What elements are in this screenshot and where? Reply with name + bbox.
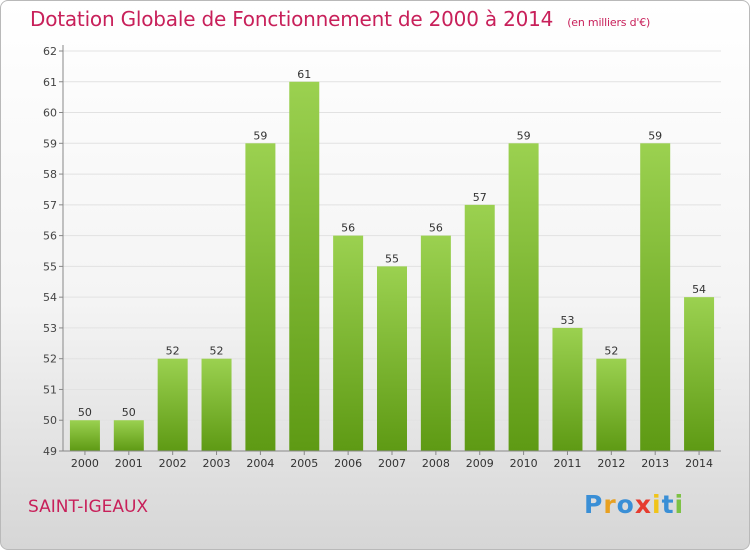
bar-value-label: 59 [517,129,531,142]
bar [289,81,320,452]
bar-value-label: 59 [253,129,267,142]
logo-letter: t [661,490,675,519]
bar [684,297,715,451]
bar [552,327,583,451]
logo-letter: r [603,490,617,519]
bar-value-label: 54 [692,283,706,296]
bar [640,143,671,452]
x-tick-label: 2011 [553,457,581,470]
bar-value-label: 61 [297,68,311,81]
bar-value-label: 52 [166,345,180,358]
logo-letter: o [616,490,635,519]
bar-value-label: 52 [604,345,618,358]
y-tick-label: 56 [43,230,57,243]
bar-value-label: 55 [385,252,399,265]
labels: 49 50 51 52 53 54 55 56 57 58 59 60 61 62 50 2000 50 2001… [43,45,713,470]
y-tick-label: 54 [43,291,57,304]
bar-value-label: 52 [210,345,224,358]
x-tick-label: 2007 [378,457,406,470]
bar [157,358,188,451]
bar-value-label: 56 [429,222,443,235]
y-tick-label: 61 [43,76,57,89]
x-tick-label: 2005 [290,457,318,470]
x-tick-label: 2012 [597,457,625,470]
x-tick-label: 2010 [510,457,538,470]
x-tick-label: 2014 [685,457,713,470]
bar [420,235,451,451]
bar [201,358,232,451]
y-tick-label: 51 [43,383,57,396]
x-tick-label: 2004 [246,457,274,470]
bar-value-label: 53 [560,314,574,327]
y-tick-label: 50 [43,414,57,427]
y-tick-label: 58 [43,168,57,181]
y-tick-label: 59 [43,137,57,150]
bar [508,143,539,452]
bar [333,235,364,451]
chart-subtitle: (en milliers d'€) [567,16,651,29]
bar [464,204,495,451]
x-tick-label: 2009 [466,457,494,470]
bar-value-label: 57 [473,191,487,204]
chart-title: Dotation Globale de Fonctionnement de 20… [30,7,651,31]
logo-letter: P [584,490,604,519]
x-tick-label: 2001 [115,457,143,470]
bar [113,420,144,451]
proxiti-logo: Proxiti [584,490,684,519]
y-tick-label: 55 [43,260,57,273]
bar [69,420,100,451]
x-tick-label: 2006 [334,457,362,470]
bar-value-label: 50 [78,406,92,419]
x-tick-label: 2000 [71,457,99,470]
logo-letter: x [634,490,652,519]
bars [69,81,715,452]
logo-letter: i [652,490,662,519]
bar [245,143,276,452]
bar-value-label: 50 [122,406,136,419]
y-tick-label: 62 [43,45,57,58]
x-tick-label: 2008 [422,457,450,470]
y-tick-label: 60 [43,107,57,120]
bar-value-label: 59 [648,129,662,142]
x-tick-label: 2003 [203,457,231,470]
y-tick-label: 52 [43,353,57,366]
bar [596,358,627,451]
commune-name: SAINT-IGEAUX [28,497,149,517]
axes [59,45,721,455]
bar [377,266,407,451]
logo-letter: i [674,490,685,519]
x-tick-label: 2002 [159,457,187,470]
y-tick-label: 53 [43,322,57,335]
y-tick-label: 57 [43,199,57,212]
x-tick-label: 2013 [641,457,669,470]
bar-value-label: 56 [341,222,355,235]
y-tick-label: 49 [43,445,57,458]
